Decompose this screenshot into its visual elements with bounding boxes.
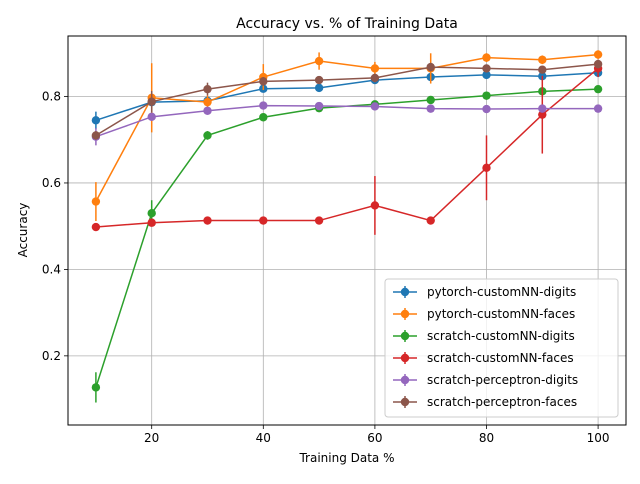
series-layer [91, 50, 603, 403]
x-tick-label: 80 [479, 431, 494, 445]
data-point [593, 59, 603, 69]
legend-swatch-marker [400, 287, 410, 297]
data-point [538, 55, 547, 64]
data-point [91, 222, 101, 232]
data-point [259, 77, 268, 86]
legend: pytorch-customNN-digits pytorch-customNN-… [384, 278, 619, 418]
data-point [593, 104, 603, 113]
data-point [259, 101, 268, 110]
data-point [426, 62, 435, 72]
data-point [91, 197, 101, 206]
data-point [314, 101, 324, 111]
x-tick-label: 20 [144, 431, 159, 445]
data-point [370, 102, 380, 111]
data-point [259, 113, 268, 122]
y-tick-label: 0.4 [42, 262, 61, 276]
legend-box [384, 278, 619, 418]
data-point [426, 95, 435, 105]
series-line [95, 63, 599, 137]
series-scratch-perceptron-faces [91, 59, 603, 140]
y-tick-label: 0.8 [42, 90, 61, 104]
data-point [593, 50, 603, 59]
series-scratch-customNN-faces [91, 59, 603, 235]
data-point [147, 209, 156, 218]
legend-label: pytorch-customNN-digits [427, 285, 576, 299]
y-tick-label: 0.2 [42, 349, 61, 363]
legend-item: scratch-perceptron-digits [393, 373, 578, 387]
legend-item: scratch-customNN-digits [393, 329, 575, 343]
legend-label: scratch-perceptron-faces [427, 395, 577, 409]
y-tick-label: 0.6 [42, 176, 61, 190]
data-point [538, 104, 547, 113]
data-point [482, 53, 491, 62]
data-point [370, 73, 380, 83]
data-point [593, 84, 603, 94]
data-point [482, 104, 491, 114]
data-point [91, 131, 101, 140]
legend-item: pytorch-customNN-faces [393, 307, 575, 321]
legend-swatch-marker [400, 397, 410, 407]
data-point [314, 56, 324, 66]
x-tick-label: 60 [367, 431, 382, 445]
data-point [482, 163, 491, 173]
legend-label: scratch-customNN-faces [427, 351, 574, 365]
plot-frame [67, 35, 627, 426]
x-tick-label: 40 [256, 431, 271, 445]
legend-item: pytorch-customNN-digits [393, 285, 576, 299]
data-point [203, 97, 212, 107]
data-point [370, 201, 380, 210]
data-point [203, 84, 212, 94]
data-point [538, 110, 547, 119]
data-point [426, 104, 435, 113]
data-point [203, 216, 212, 225]
data-point [259, 216, 268, 225]
series-line [95, 104, 599, 138]
data-point [147, 218, 156, 227]
data-point [370, 64, 380, 73]
data-point [426, 216, 435, 225]
chart-title: Accuracy vs. % of Training Data [236, 16, 458, 32]
legend-item: scratch-perceptron-faces [393, 395, 577, 409]
data-point [482, 91, 491, 100]
data-point [91, 383, 101, 392]
data-point [203, 106, 212, 115]
data-point [147, 112, 156, 122]
legend-label: scratch-customNN-digits [427, 329, 575, 343]
legend-item: scratch-customNN-faces [393, 351, 574, 365]
data-point [203, 131, 212, 140]
data-point [91, 116, 101, 125]
legend-swatch-marker [400, 353, 410, 363]
legend-swatch-marker [400, 375, 410, 385]
legend-swatch-marker [400, 309, 410, 319]
series-line [95, 71, 599, 121]
data-point [538, 65, 547, 74]
data-point [314, 83, 324, 93]
x-tick-label: 100 [587, 431, 610, 445]
x-axis-label: Training Data % [298, 451, 394, 465]
data-point [482, 70, 491, 80]
legend-label: pytorch-customNN-faces [427, 307, 575, 321]
series-line [95, 53, 599, 202]
y-axis-label: Accuracy [16, 203, 30, 258]
data-point [147, 97, 156, 106]
data-point [314, 75, 324, 85]
data-point [314, 216, 324, 225]
data-point [482, 64, 491, 73]
tick-layer: 20 40 60 80 100 0.2 0.4 0.6 0.8 [42, 90, 610, 445]
legend-label: scratch-perceptron-digits [427, 373, 578, 387]
legend-swatch-marker [400, 331, 410, 341]
series-line [95, 67, 599, 228]
